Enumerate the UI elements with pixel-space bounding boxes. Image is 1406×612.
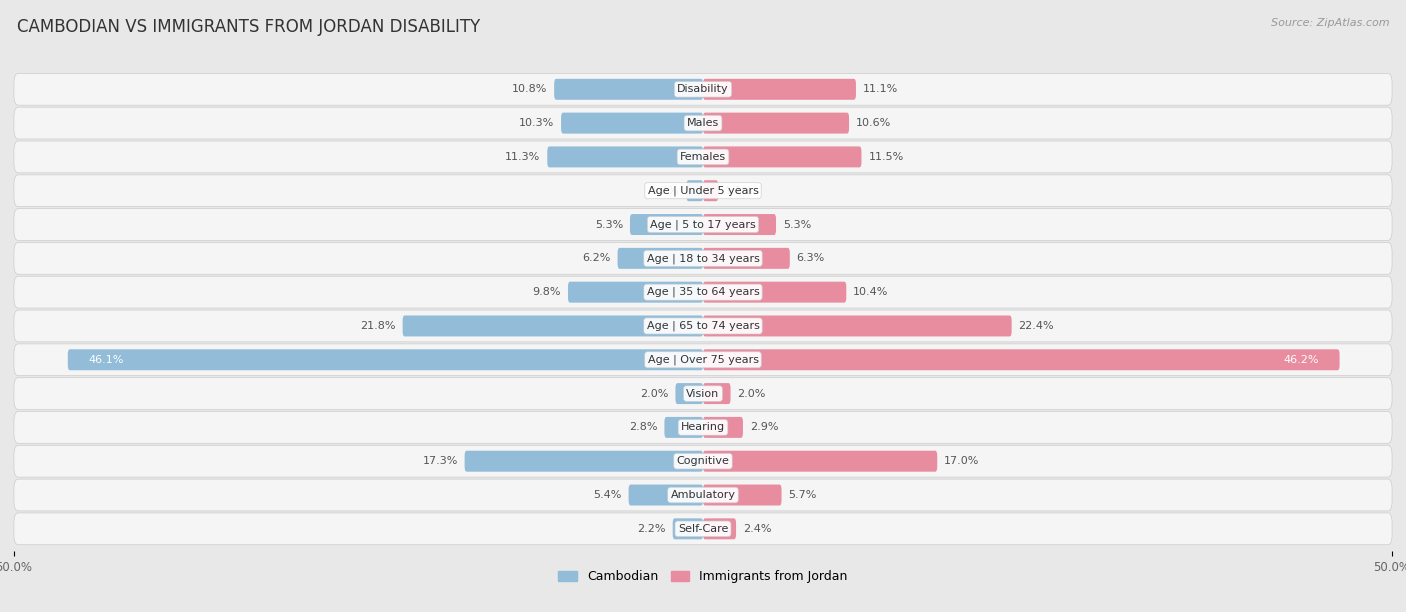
FancyBboxPatch shape [672, 518, 703, 539]
Text: Vision: Vision [686, 389, 720, 398]
Text: 11.5%: 11.5% [869, 152, 904, 162]
Text: 2.2%: 2.2% [637, 524, 666, 534]
Text: CAMBODIAN VS IMMIGRANTS FROM JORDAN DISABILITY: CAMBODIAN VS IMMIGRANTS FROM JORDAN DISA… [17, 18, 479, 36]
FancyBboxPatch shape [665, 417, 703, 438]
Text: 5.4%: 5.4% [593, 490, 621, 500]
Text: Age | Over 75 years: Age | Over 75 years [648, 354, 758, 365]
Text: Hearing: Hearing [681, 422, 725, 433]
FancyBboxPatch shape [402, 315, 703, 337]
FancyBboxPatch shape [14, 107, 1392, 139]
FancyBboxPatch shape [703, 248, 790, 269]
FancyBboxPatch shape [14, 141, 1392, 173]
FancyBboxPatch shape [67, 349, 703, 370]
Text: 46.1%: 46.1% [89, 355, 124, 365]
Text: 10.4%: 10.4% [853, 287, 889, 297]
FancyBboxPatch shape [14, 242, 1392, 274]
Text: Age | 65 to 74 years: Age | 65 to 74 years [647, 321, 759, 331]
Text: 11.3%: 11.3% [505, 152, 540, 162]
FancyBboxPatch shape [703, 485, 782, 506]
FancyBboxPatch shape [617, 248, 703, 269]
Text: Age | 5 to 17 years: Age | 5 to 17 years [650, 219, 756, 230]
FancyBboxPatch shape [703, 349, 1340, 370]
FancyBboxPatch shape [703, 181, 718, 201]
Text: Age | 18 to 34 years: Age | 18 to 34 years [647, 253, 759, 264]
FancyBboxPatch shape [14, 344, 1392, 376]
FancyBboxPatch shape [464, 450, 703, 472]
Text: Source: ZipAtlas.com: Source: ZipAtlas.com [1271, 18, 1389, 28]
FancyBboxPatch shape [14, 209, 1392, 241]
Text: Self-Care: Self-Care [678, 524, 728, 534]
Text: 17.3%: 17.3% [422, 456, 458, 466]
FancyBboxPatch shape [703, 214, 776, 235]
Text: 10.6%: 10.6% [856, 118, 891, 128]
Text: 2.8%: 2.8% [628, 422, 658, 433]
Legend: Cambodian, Immigrants from Jordan: Cambodian, Immigrants from Jordan [553, 565, 853, 588]
Text: 10.8%: 10.8% [512, 84, 547, 94]
FancyBboxPatch shape [703, 383, 731, 404]
FancyBboxPatch shape [703, 417, 742, 438]
FancyBboxPatch shape [568, 282, 703, 303]
FancyBboxPatch shape [686, 181, 703, 201]
Text: Age | Under 5 years: Age | Under 5 years [648, 185, 758, 196]
Text: 21.8%: 21.8% [360, 321, 395, 331]
FancyBboxPatch shape [630, 214, 703, 235]
Text: Age | 35 to 64 years: Age | 35 to 64 years [647, 287, 759, 297]
FancyBboxPatch shape [675, 383, 703, 404]
FancyBboxPatch shape [14, 479, 1392, 511]
FancyBboxPatch shape [703, 79, 856, 100]
Text: Disability: Disability [678, 84, 728, 94]
FancyBboxPatch shape [14, 175, 1392, 207]
FancyBboxPatch shape [703, 518, 737, 539]
Text: 2.0%: 2.0% [738, 389, 766, 398]
Text: 17.0%: 17.0% [945, 456, 980, 466]
FancyBboxPatch shape [14, 446, 1392, 477]
Text: 6.3%: 6.3% [797, 253, 825, 263]
FancyBboxPatch shape [14, 73, 1392, 105]
FancyBboxPatch shape [703, 282, 846, 303]
FancyBboxPatch shape [14, 378, 1392, 409]
Text: 22.4%: 22.4% [1018, 321, 1054, 331]
Text: Cognitive: Cognitive [676, 456, 730, 466]
Text: 1.2%: 1.2% [651, 185, 679, 196]
FancyBboxPatch shape [703, 450, 938, 472]
Text: 1.1%: 1.1% [725, 185, 754, 196]
Text: 9.8%: 9.8% [533, 287, 561, 297]
FancyBboxPatch shape [547, 146, 703, 168]
Text: 2.4%: 2.4% [742, 524, 772, 534]
FancyBboxPatch shape [14, 276, 1392, 308]
Text: 2.0%: 2.0% [640, 389, 669, 398]
FancyBboxPatch shape [14, 411, 1392, 443]
FancyBboxPatch shape [14, 310, 1392, 342]
Text: 10.3%: 10.3% [519, 118, 554, 128]
Text: 11.1%: 11.1% [863, 84, 898, 94]
FancyBboxPatch shape [14, 513, 1392, 545]
Text: 5.3%: 5.3% [783, 220, 811, 230]
Text: 6.2%: 6.2% [582, 253, 610, 263]
Text: 2.9%: 2.9% [749, 422, 779, 433]
FancyBboxPatch shape [703, 315, 1012, 337]
Text: Males: Males [688, 118, 718, 128]
Text: 46.2%: 46.2% [1284, 355, 1319, 365]
FancyBboxPatch shape [554, 79, 703, 100]
Text: Females: Females [681, 152, 725, 162]
FancyBboxPatch shape [703, 146, 862, 168]
Text: 5.3%: 5.3% [595, 220, 623, 230]
FancyBboxPatch shape [703, 113, 849, 133]
FancyBboxPatch shape [561, 113, 703, 133]
FancyBboxPatch shape [628, 485, 703, 506]
Text: 5.7%: 5.7% [789, 490, 817, 500]
Text: Ambulatory: Ambulatory [671, 490, 735, 500]
